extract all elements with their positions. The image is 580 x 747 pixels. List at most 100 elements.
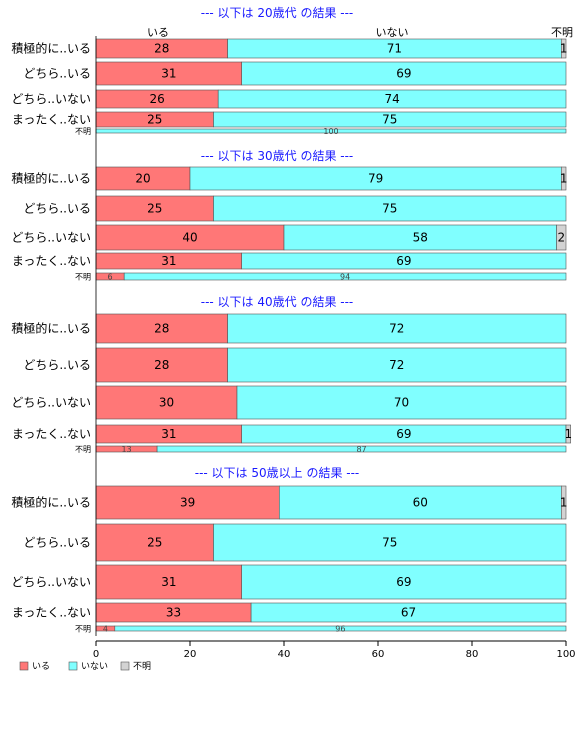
data-label: 33 <box>166 606 181 620</box>
unknown-category-label: 不明 <box>75 625 91 634</box>
data-label: 96 <box>335 625 345 634</box>
data-label: 58 <box>413 231 428 245</box>
legend-label: いる <box>32 661 50 672</box>
data-label: 40 <box>182 231 197 245</box>
category-label: まったく..ない <box>12 606 91 620</box>
category-label: どちら..いる <box>23 536 91 550</box>
data-label: 69 <box>396 254 411 268</box>
data-label: 60 <box>413 496 428 510</box>
x-tick-label: 60 <box>372 649 385 660</box>
data-label: 75 <box>382 536 397 550</box>
data-label: 71 <box>387 42 402 56</box>
category-label: どちら..いる <box>23 202 91 216</box>
data-label: 31 <box>161 427 176 441</box>
bar-segment <box>560 38 567 59</box>
category-label: まったく..ない <box>12 427 91 441</box>
column-header: 不明 <box>551 26 573 39</box>
data-label: 28 <box>154 42 169 56</box>
data-label: 79 <box>368 172 383 186</box>
data-label: 69 <box>396 575 411 589</box>
legend-swatch <box>68 661 78 671</box>
x-tick-label: 0 <box>93 649 99 660</box>
unknown-category-label: 不明 <box>75 445 91 454</box>
x-tick-label: 20 <box>184 649 197 660</box>
category-label: 積極的に..いる <box>11 495 91 510</box>
data-label: 75 <box>382 202 397 216</box>
legend-label: いない <box>81 661 108 672</box>
category-label: まったく..ない <box>12 113 91 127</box>
category-label: どちら..いない <box>11 92 91 106</box>
data-label: 39 <box>180 496 195 510</box>
bar-segment <box>95 347 228 383</box>
category-label: どちら..いない <box>11 396 91 410</box>
x-tick-label: 80 <box>466 649 479 660</box>
data-label: 70 <box>394 396 409 410</box>
data-label: 6 <box>108 273 113 282</box>
bar-segment <box>250 602 567 623</box>
data-label: 20 <box>135 172 150 186</box>
data-label: 74 <box>384 92 399 106</box>
data-label: 67 <box>401 606 416 620</box>
panel-title: --- 以下は 40歳代 の結果 --- <box>201 295 354 309</box>
data-label: 25 <box>147 536 162 550</box>
data-label: 30 <box>159 396 174 410</box>
panel-title: --- 以下は 50歳以上 の結果 --- <box>195 466 360 480</box>
category-label: まったく..ない <box>12 254 91 268</box>
category-label: どちら..いない <box>11 575 91 589</box>
bar-segment <box>213 111 567 128</box>
bar-segment <box>560 166 567 191</box>
data-label: 1 <box>560 42 568 56</box>
unknown-category-label: 不明 <box>75 273 91 282</box>
category-label: どちら..いない <box>11 231 91 245</box>
bar-segment <box>95 485 280 520</box>
bar-segment <box>227 347 567 383</box>
bar-segment <box>123 272 567 281</box>
data-label: 25 <box>147 113 162 127</box>
unknown-category-label: 不明 <box>75 127 91 136</box>
bar-segment <box>278 485 562 520</box>
bar-segment <box>227 313 567 344</box>
column-header: いる <box>147 26 169 39</box>
data-label: 1 <box>560 172 568 186</box>
data-label: 100 <box>323 127 338 136</box>
data-label: 1 <box>565 427 573 441</box>
data-label: 1 <box>560 496 568 510</box>
data-label: 26 <box>149 92 164 106</box>
bar-segment <box>241 61 567 86</box>
bar-segment <box>283 224 557 251</box>
data-label: 4 <box>103 625 108 634</box>
x-tick-label: 40 <box>278 649 291 660</box>
legend-swatch <box>120 661 130 671</box>
data-label: 72 <box>389 322 404 336</box>
bar-segment <box>565 424 571 444</box>
category-label: 積極的に..いる <box>11 171 91 186</box>
data-label: 28 <box>154 322 169 336</box>
bar-segment <box>95 385 238 420</box>
bar-segment <box>95 195 214 222</box>
legend-swatch <box>19 661 29 671</box>
bar-segment <box>95 523 214 562</box>
category-label: どちら..いる <box>23 67 91 81</box>
bar-segment <box>95 313 228 344</box>
data-label: 75 <box>382 113 397 127</box>
bar-segment <box>241 564 567 600</box>
data-label: 87 <box>356 445 366 454</box>
data-label: 25 <box>147 202 162 216</box>
bar-segment <box>156 445 567 453</box>
data-label: 13 <box>121 445 131 454</box>
data-label: 2 <box>557 231 565 245</box>
data-label: 94 <box>340 273 350 282</box>
bar-segment <box>213 523 567 562</box>
data-label: 28 <box>154 358 169 372</box>
x-tick-label: 100 <box>556 649 575 660</box>
data-label: 69 <box>396 67 411 81</box>
bar-segment <box>241 252 567 270</box>
category-label: 積極的に..いる <box>11 321 91 336</box>
bar-segment <box>213 195 567 222</box>
bar-segment <box>114 625 567 632</box>
bar-segment <box>560 485 567 520</box>
bar-segment <box>236 385 567 420</box>
data-label: 72 <box>389 358 404 372</box>
category-label: 積極的に..いる <box>11 41 91 56</box>
